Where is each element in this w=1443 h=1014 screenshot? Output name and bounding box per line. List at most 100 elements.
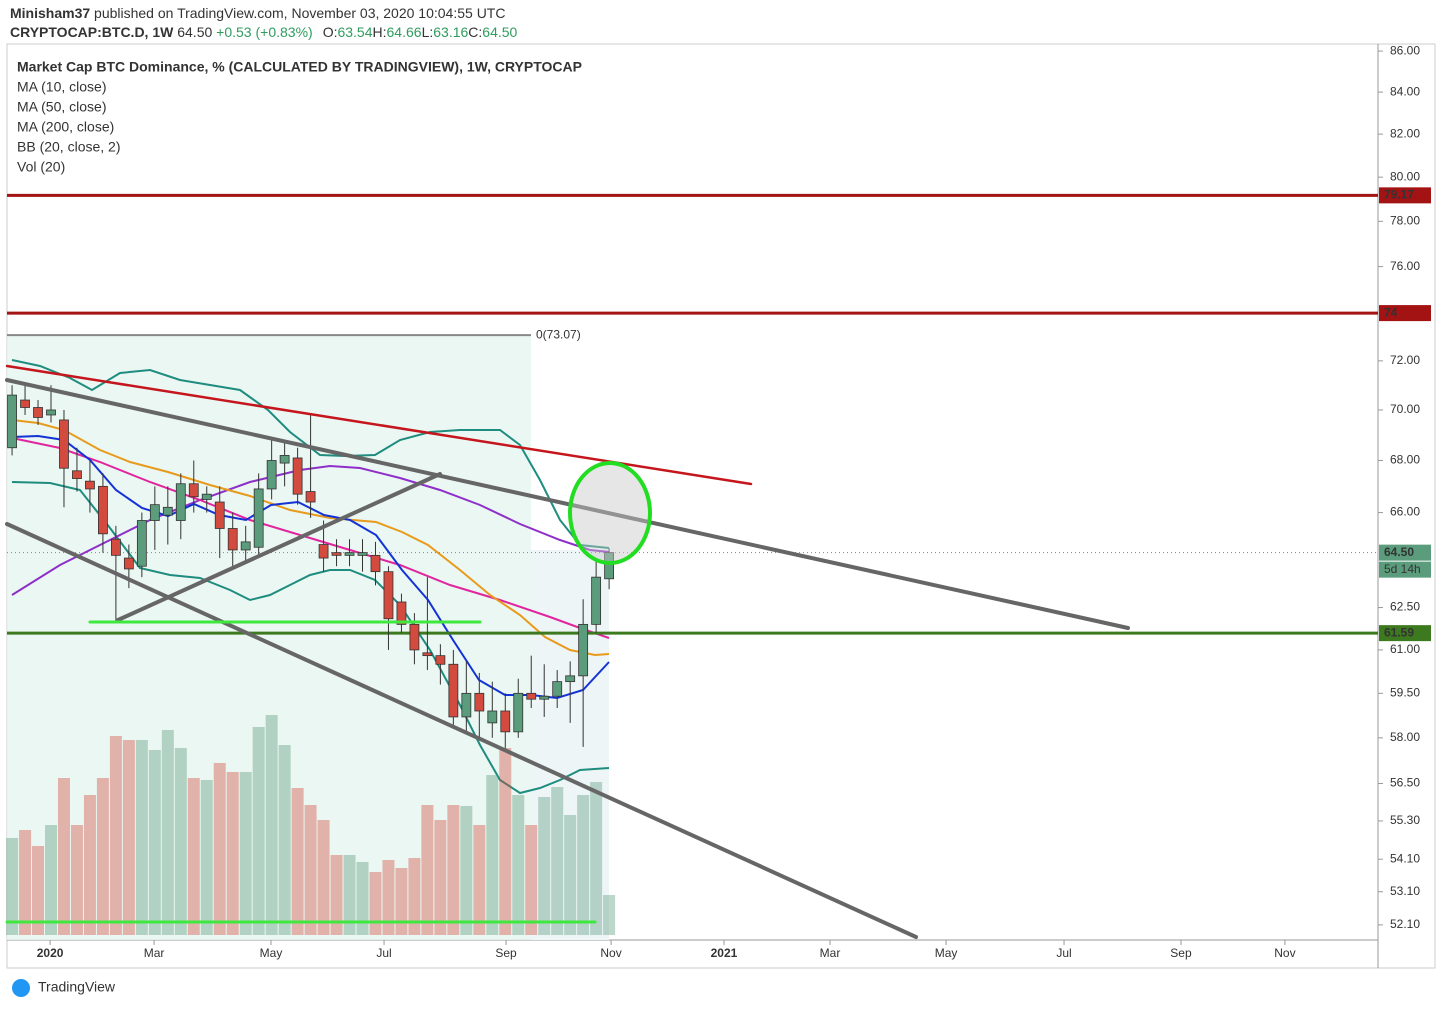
x-tick-label: Mar [820,946,841,960]
candle-body [136,520,147,567]
y-tick-label: 86.00 [1390,43,1420,57]
candle-body [46,409,56,416]
publisher: Minisham37 published on TradingView.com,… [10,5,505,21]
candle-body [305,491,316,503]
volume-bar [551,787,564,935]
publisher-name: Minisham37 [10,5,90,21]
x-tick-label: Sep [495,946,517,960]
candle-body [526,692,537,700]
last: 64.50 [177,24,212,40]
y-tick-label: 61.00 [1390,642,1420,656]
marks [6,193,1378,935]
y-tick-label: 78.00 [1390,213,1420,227]
volume-bar [291,788,304,935]
x-tick-label: Mar [144,946,165,960]
volume-bar [278,745,291,935]
price-label: 79.17 [1384,188,1414,202]
volume-bar [44,825,57,935]
legend-entry: Vol (20) [17,159,65,175]
trend-line [5,364,753,486]
x-tick-label: May [935,946,958,960]
candle-body [383,571,394,620]
candle-body [72,470,82,479]
volume-bar [408,858,421,935]
y-tick-label: 53.10 [1390,884,1420,898]
candle-body [435,655,446,665]
ohlc-value: 63.54 [337,24,372,40]
volume-bar [434,820,447,935]
y-tick-label: 62.50 [1390,600,1420,614]
candle-body [162,506,173,516]
candle-body [149,504,160,521]
volume-bar [265,715,278,935]
y-tick-label: 56.50 [1390,776,1420,790]
volume-bar [525,825,538,935]
price-label-box [1379,625,1431,642]
candle-body [552,681,563,697]
y-tick-label: 66.00 [1390,505,1420,519]
volume-bar [187,778,200,935]
trend-line [5,378,1130,630]
volume-bar [252,727,265,935]
volume-bar [330,855,343,935]
candle-body [461,692,472,718]
legend-entry: MA (10, close) [17,79,106,95]
indicators [11,359,610,795]
ohlc-key: H: [373,24,387,40]
candle-body [292,457,303,495]
candle-body [448,663,459,718]
symbol: CRYPTOCAP:BTC.D, 1W [10,24,174,40]
volume-bar [148,750,161,935]
y-tick-label: 58.00 [1390,730,1420,744]
candle-body [370,554,381,573]
volume-bar [200,780,213,935]
candle-body [578,623,589,677]
volume-bar [122,740,135,935]
ohlc-value: 63.16 [433,24,468,40]
volume-bar [304,805,317,935]
candle-body [253,488,264,548]
candle-body [474,692,485,712]
volume-bar [395,868,408,935]
candle-body [487,710,498,724]
trend-line [116,472,442,622]
candle-body [409,623,420,651]
y-tick-label: 70.00 [1390,402,1420,416]
price-label: 61.59 [1384,625,1414,639]
volume-bar [512,795,525,935]
candle-body [279,454,290,464]
candle-body [59,419,69,469]
candle-body [344,552,355,556]
volume-bar [447,805,460,935]
candle-body [318,544,329,559]
ohlc-value: 64.50 [482,24,517,40]
candle-body [188,483,199,498]
x-tick-label: Sep [1170,946,1192,960]
volume-bar [538,797,551,935]
volume-bar [499,748,512,935]
volume-bar [473,825,486,935]
candle-body [604,552,615,580]
candle-body [591,576,602,625]
x-tick-label: Jul [376,946,391,960]
volume-bar [174,748,187,935]
candle-body [422,652,433,657]
candle-body [500,710,511,733]
volume-bar [343,855,356,935]
countdown-box [1379,561,1431,578]
bb-lower [11,481,610,795]
x-tick-label: 2020 [37,946,64,960]
brand: TradingView [38,979,116,995]
candle-body [110,538,121,556]
volume-bar [564,815,577,935]
last-price-box [1379,544,1431,561]
last-price-label: 64.50 [1384,545,1414,559]
y-tick-label: 55.30 [1390,813,1420,827]
candle-body [7,394,17,449]
volume-bar [19,830,32,935]
candle-body [85,480,95,490]
candle-body [98,485,108,535]
candle-body [201,493,212,500]
candle-body [227,528,238,551]
